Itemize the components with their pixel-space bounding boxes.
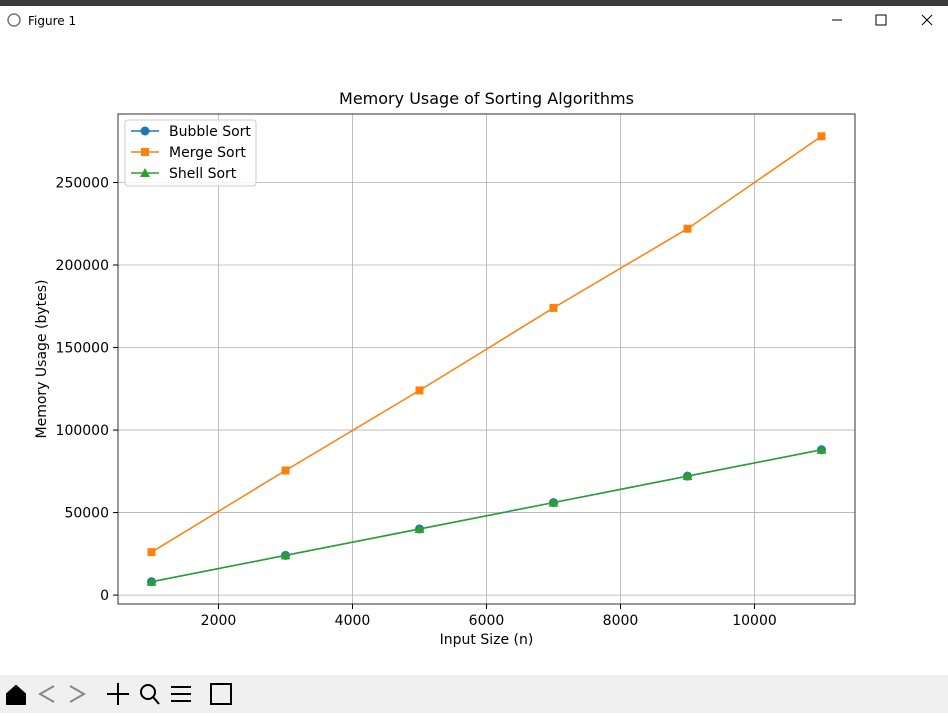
forward-button[interactable]	[69, 685, 87, 703]
pan-button[interactable]	[107, 683, 129, 705]
marker	[147, 548, 156, 557]
back-button[interactable]	[37, 685, 55, 703]
x-tick-label: 8000	[603, 613, 639, 629]
x-tick-label: 10000	[732, 613, 777, 629]
y-tick-label: 150000	[56, 341, 109, 357]
marker	[141, 148, 149, 156]
x-tick-label: 4000	[335, 613, 371, 629]
marker	[682, 471, 693, 481]
series-line	[151, 449, 822, 583]
marker	[140, 168, 150, 177]
x-tick-label: 6000	[469, 613, 505, 629]
x-tick-label: 2000	[201, 613, 237, 629]
y-tick-label: 50000	[64, 506, 109, 522]
marker	[281, 466, 290, 475]
legend-label: Shell Sort	[169, 166, 237, 182]
legend-box	[124, 119, 257, 187]
plot-frame	[117, 113, 856, 605]
marker	[415, 386, 424, 395]
app-icon	[7, 13, 21, 27]
marker	[549, 303, 558, 312]
marker	[414, 523, 425, 533]
y-tick-label: 100000	[56, 423, 109, 439]
close-button[interactable]	[921, 14, 933, 26]
maximize-button[interactable]	[875, 14, 887, 26]
series-line	[151, 135, 822, 553]
y-tick-label: 200000	[56, 258, 109, 274]
marker	[816, 444, 827, 454]
home-button[interactable]	[6, 684, 26, 705]
marker	[140, 126, 150, 136]
window-title: Figure 1	[28, 14, 76, 28]
zoom-button[interactable]	[140, 684, 160, 705]
y-axis-label: Memory Usage (bytes)	[34, 280, 50, 439]
legend-label: Merge Sort	[169, 145, 246, 161]
marker	[817, 132, 826, 141]
toolbar	[0, 675, 948, 713]
marker	[280, 550, 291, 560]
top-strip	[0, 0, 948, 6]
chart-title: Memory Usage of Sorting Algorithms	[339, 89, 634, 108]
marker	[683, 224, 692, 233]
x-axis-label: Input Size (n)	[440, 632, 534, 648]
y-tick-label: 250000	[56, 175, 109, 191]
configure-button[interactable]	[171, 686, 191, 702]
y-tick-label: 0	[100, 588, 109, 604]
marker	[548, 497, 559, 507]
legend-label: Bubble Sort	[169, 124, 251, 140]
marker	[146, 576, 157, 586]
save-button[interactable]	[210, 683, 232, 705]
